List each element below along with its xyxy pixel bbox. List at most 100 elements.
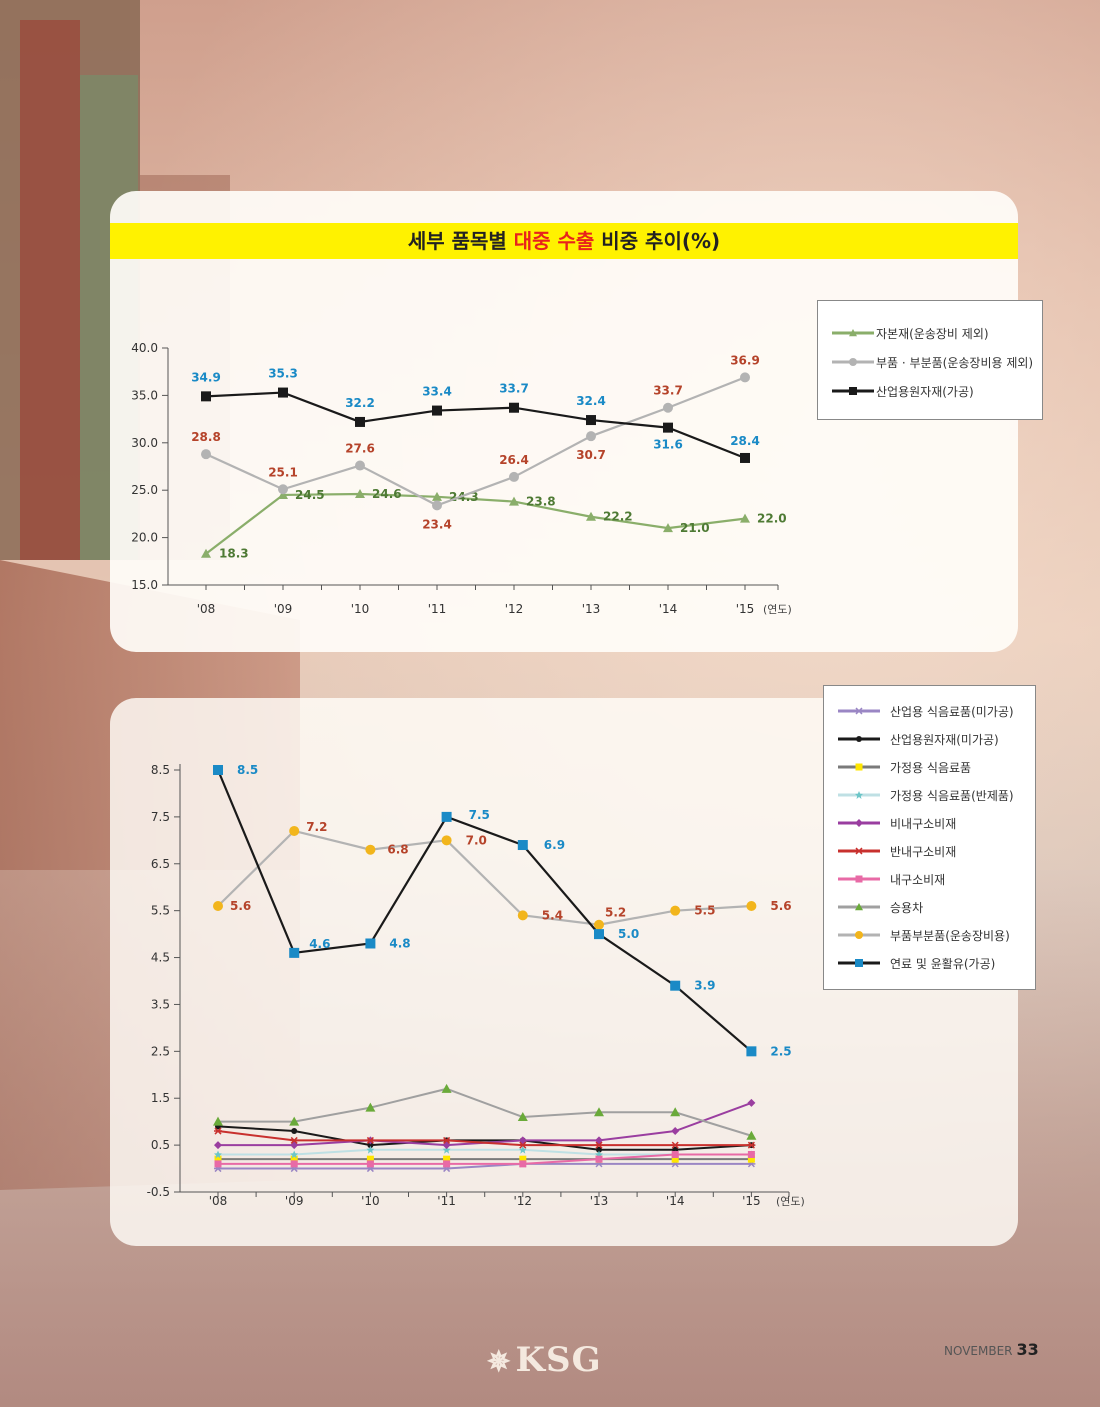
series-line	[217, 829, 752, 926]
data-point-marker	[671, 1141, 680, 1149]
data-label: 18.3	[219, 547, 249, 561]
legend-swatch-marker	[855, 875, 863, 883]
legend-swatch	[838, 959, 880, 967]
y-tick-label: 2.5	[151, 1044, 170, 1058]
series-line	[205, 492, 746, 555]
legend-label: 비내구소비재	[890, 817, 957, 831]
data-label: 25.1	[268, 465, 298, 479]
data-label: 4.6	[309, 937, 330, 951]
series-line	[205, 391, 746, 459]
legend-label: 가정용 식음료품	[890, 761, 972, 775]
legend-swatch-marker	[855, 903, 863, 911]
logo-text: KSG	[515, 1340, 602, 1380]
data-point-marker	[671, 1150, 679, 1158]
data-point-marker	[586, 415, 596, 426]
data-label: 3.9	[694, 979, 715, 993]
y-tick-label: 1.5	[151, 1091, 170, 1105]
data-point-marker	[355, 488, 365, 498]
title-text-post: 비중 추이(%)	[594, 229, 721, 253]
x-tick-label: '14	[666, 1194, 685, 1208]
data-label: 33.7	[499, 382, 529, 396]
legend-swatch	[832, 387, 874, 395]
legend-swatch	[838, 763, 880, 771]
data-point-marker	[290, 1160, 298, 1168]
data-point-marker	[670, 980, 681, 991]
data-point-marker	[443, 1160, 451, 1168]
legend-2: 산업용 식음료품(미가공) 산업용원자재(미가공) 가정용 식음료품 가정용 식음료품…	[823, 685, 1036, 990]
data-point-marker	[367, 1142, 374, 1149]
data-label: 8.5	[237, 763, 258, 777]
legend-swatch	[838, 819, 880, 827]
data-label: 7.0	[466, 833, 487, 847]
data-point-marker	[509, 471, 519, 482]
data-point-marker	[746, 900, 757, 911]
data-label: 23.8	[526, 495, 556, 509]
series-line	[205, 376, 746, 507]
series-8	[213, 1083, 757, 1140]
legend-swatch-marker	[856, 736, 862, 742]
data-label: 5.6	[770, 899, 791, 913]
data-label: 7.5	[469, 808, 490, 822]
data-point-marker	[509, 496, 519, 506]
data-point-marker	[289, 947, 300, 958]
data-point-marker	[740, 513, 750, 523]
data-label: 5.2	[605, 906, 626, 920]
data-label: 28.8	[191, 430, 221, 444]
y-tick-label: 0.5	[151, 1138, 170, 1152]
data-point-marker	[291, 1128, 298, 1135]
ship-wheel-icon: ✵	[487, 1345, 512, 1378]
series-10: 8.5 4.6 4.8 7.5 6.9 5.0 3.9 2.5	[213, 763, 792, 1058]
legend-label: 반내구소비재	[890, 845, 957, 859]
data-point-marker	[366, 1145, 375, 1154]
data-point-marker	[595, 1141, 603, 1149]
x-tick-label: '08	[209, 1194, 228, 1208]
legend-item: 비내구소비재	[824, 813, 1035, 833]
data-point-marker	[443, 1155, 451, 1163]
data-point-marker	[517, 910, 528, 921]
data-point-marker	[594, 919, 604, 930]
x-unit-label: (연도)	[776, 1195, 805, 1208]
series-7	[214, 1150, 755, 1168]
data-label: 4.8	[389, 936, 410, 950]
y-tick-label: 30.0	[131, 436, 158, 450]
data-point-marker	[671, 1155, 679, 1163]
data-point-marker	[366, 1160, 374, 1168]
x-tick-label: '09	[274, 602, 293, 616]
legend-swatch	[838, 791, 880, 799]
data-label: 27.6	[345, 442, 375, 456]
data-point-marker	[586, 431, 596, 442]
data-point-marker	[214, 1150, 222, 1159]
x-tick-label: '10	[351, 602, 370, 616]
data-point-marker	[747, 1150, 755, 1158]
legend-swatch	[832, 329, 874, 337]
series-line	[218, 1087, 752, 1137]
data-label: 23.4	[422, 517, 452, 531]
legend-item: 연료 및 윤활유(가공)	[824, 953, 1035, 973]
chart-panel-top	[110, 191, 1018, 652]
legend-1: 자본재(운송장비 제외) 부품 · 부분품(운송장비용 제외) 산업용원자재(가공)	[817, 300, 1043, 420]
x-tick-label: '10	[361, 1194, 380, 1208]
legend-item: 반내구소비재	[824, 841, 1035, 861]
legend-swatch-marker	[855, 847, 863, 855]
data-point-marker	[290, 1150, 299, 1159]
ksg-logo: ✵ KSG	[487, 1340, 602, 1380]
chart-2-group: 8.5 7.5 6.5 5.5 4.5 3.5 2.5 1.5 0.5 -0.5 '08 '09 '10…	[147, 763, 805, 1208]
data-point-marker	[365, 938, 376, 949]
y-tick-label: 20.0	[131, 531, 158, 545]
legend-swatch	[838, 847, 880, 855]
data-label: 32.2	[345, 396, 375, 410]
legend-item: 승용차	[824, 897, 1035, 917]
x-tick-label: '15	[742, 1194, 761, 1208]
legend-swatch-marker	[855, 931, 863, 939]
data-point-marker	[441, 835, 452, 846]
data-point-marker	[355, 416, 365, 427]
data-point-marker	[442, 1145, 451, 1154]
data-point-marker	[214, 1141, 222, 1150]
data-point-marker	[663, 402, 673, 413]
data-label: 22.2	[603, 510, 633, 524]
y-tick-label: 25.0	[131, 483, 158, 497]
legend-label: 가정용 식음료품(반제품)	[890, 789, 1014, 803]
legend-label: 승용차	[890, 901, 924, 915]
legend-swatch	[832, 358, 874, 366]
legend-label: 산업용원자재(미가공)	[890, 733, 999, 747]
